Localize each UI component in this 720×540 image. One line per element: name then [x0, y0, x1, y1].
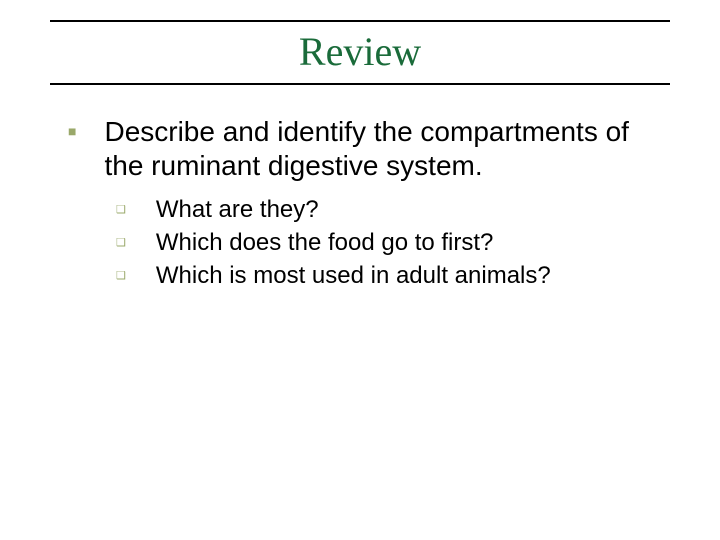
sub-bullet-text: Which is most used in adult animals?: [156, 262, 551, 291]
hollow-square-bullet-icon: ❑: [116, 229, 126, 257]
sub-bullet-text: Which does the food go to first?: [156, 229, 494, 258]
slide-title: Review: [40, 22, 680, 83]
sub-bullet-item: ❑ What are they?: [116, 196, 660, 225]
square-bullet-icon: ■: [68, 115, 76, 147]
sub-bullet-item: ❑ Which is most used in adult animals?: [116, 262, 660, 291]
hollow-square-bullet-icon: ❑: [116, 196, 126, 224]
sub-bullet-item: ❑ Which does the food go to first?: [116, 229, 660, 258]
sub-bullet-list: ❑ What are they? ❑ Which does the food g…: [68, 196, 660, 290]
slide-content: ■ Describe and identify the compartments…: [40, 105, 680, 291]
bottom-rule: [50, 83, 670, 85]
hollow-square-bullet-icon: ❑: [116, 262, 126, 290]
main-bullet-text: Describe and identify the compartments o…: [104, 115, 660, 182]
slide-container: Review ■ Describe and identify the compa…: [0, 0, 720, 540]
sub-bullet-text: What are they?: [156, 196, 319, 225]
main-bullet-item: ■ Describe and identify the compartments…: [68, 115, 660, 182]
